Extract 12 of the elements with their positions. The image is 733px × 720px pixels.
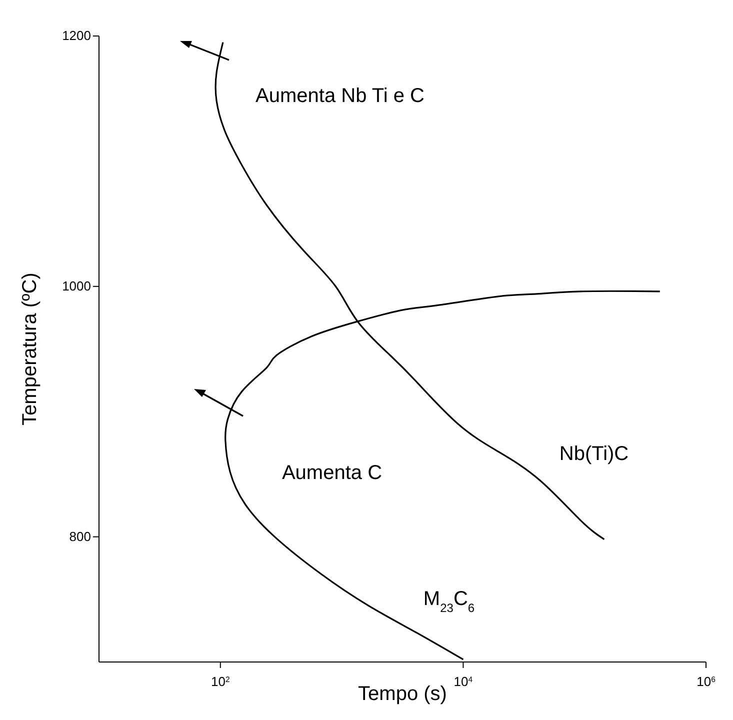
annotation: M$_{23}$C$_{6}$ xyxy=(423,588,475,615)
x-axis-title: Tempo (s) xyxy=(358,683,447,705)
y-tick-label: 800 xyxy=(69,528,91,544)
annotation: Nb(Ti)C xyxy=(559,443,629,465)
y-tick-label: 1000 xyxy=(62,278,91,294)
y-axis-title: Temperatura (ºC) xyxy=(19,272,41,426)
annotation: Aumenta C xyxy=(282,462,382,484)
x-tick-label: 10$^{2}$ xyxy=(210,674,230,689)
x-tick-label: 10$^{4}$ xyxy=(454,674,474,689)
annotation: Aumenta Nb Ti e C xyxy=(256,85,424,107)
x-tick-label: 10$^{6}$ xyxy=(696,674,716,689)
y-tick-label: 1200 xyxy=(62,28,91,43)
